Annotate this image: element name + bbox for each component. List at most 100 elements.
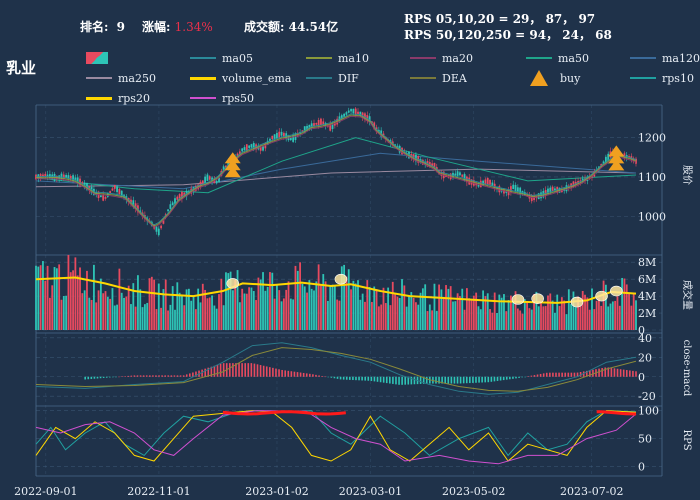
- volume-bar: [148, 278, 151, 330]
- volume-bar: [185, 289, 188, 330]
- volume-bar: [93, 264, 95, 330]
- macd-histogram-bar: [108, 376, 111, 378]
- macd-histogram-bar: [164, 375, 166, 377]
- macd-histogram-bar: [87, 376, 90, 380]
- volume-bar: [53, 267, 56, 330]
- legend-item-ma10[interactable]: ma10: [306, 51, 369, 65]
- candle-body: [347, 110, 350, 113]
- candle-body: [160, 225, 162, 229]
- rps-panel: [35, 410, 637, 465]
- candle-body: [419, 159, 422, 163]
- legend-item-ma250[interactable]: ma250: [86, 71, 156, 85]
- volume-bar: [625, 284, 628, 330]
- volume-bar: [282, 298, 285, 330]
- volume-bar: [572, 291, 575, 330]
- candle-body: [44, 173, 47, 177]
- candle-body: [248, 145, 251, 148]
- volume-bar: [109, 298, 112, 330]
- volume-bar: [364, 301, 366, 330]
- candle-body: [181, 191, 183, 199]
- candle-body: [118, 188, 121, 195]
- volume-bar: [621, 277, 624, 330]
- volume-bar: [607, 306, 610, 330]
- legend-item-candle[interactable]: [86, 51, 114, 65]
- macd-histogram-bar: [102, 376, 105, 378]
- volume-bar: [322, 274, 325, 330]
- price-tick-label: 1000: [638, 210, 666, 223]
- volume-bar: [255, 300, 257, 330]
- candle-body: [331, 123, 334, 130]
- legend-label: rps50: [222, 91, 254, 105]
- legend-item-rps20[interactable]: rps20: [86, 91, 150, 105]
- legend-label: ma05: [222, 51, 253, 65]
- macd-histogram-bar: [398, 376, 400, 385]
- volume-bar: [120, 292, 123, 330]
- legend-item-rps10[interactable]: rps10: [630, 71, 694, 85]
- macd-histogram-bar: [496, 376, 499, 381]
- legend-label: ma20: [442, 51, 473, 65]
- volume-bar: [303, 286, 306, 330]
- volume-tick-label: 4M: [638, 290, 656, 303]
- legend-item-ma120[interactable]: ma120: [630, 51, 700, 65]
- volume-bar: [421, 288, 424, 330]
- candle-body: [271, 135, 274, 140]
- legend-item-volume_ema[interactable]: volume_ema: [190, 71, 291, 85]
- legend-item-ma50[interactable]: ma50: [526, 51, 589, 65]
- legend-item-ma20[interactable]: ma20: [410, 51, 473, 65]
- volume-bar: [326, 300, 329, 330]
- rps-axis-label: RPS: [681, 429, 692, 450]
- candle-body: [206, 174, 209, 181]
- macd-histogram-bar: [395, 376, 397, 385]
- candle-swatch-icon: [86, 52, 108, 64]
- volume-bar: [211, 295, 213, 330]
- legend-label: rps10: [662, 71, 694, 85]
- volume-bar: [574, 307, 577, 330]
- volume-bar: [366, 280, 369, 330]
- legend-item-ma05[interactable]: ma05: [190, 51, 253, 65]
- volume-bar: [359, 299, 362, 330]
- candle-body: [329, 123, 332, 131]
- dea-line: [35, 347, 637, 392]
- candle-body: [276, 132, 278, 139]
- candle-body: [167, 209, 169, 212]
- volume-bar: [292, 299, 295, 330]
- volume-bar: [194, 309, 197, 330]
- macd-histogram-bar: [330, 376, 333, 378]
- macd-histogram-bar: [373, 376, 376, 382]
- buy-signal-marker: [224, 159, 241, 171]
- legend-item-DIF[interactable]: DIF: [306, 71, 359, 85]
- macd-histogram-bar: [401, 376, 403, 385]
- buy-signal-marker: [224, 166, 241, 178]
- macd-histogram-bar: [204, 368, 206, 377]
- volume-bar: [310, 288, 313, 330]
- legend-item-buy[interactable]: buy: [526, 70, 580, 86]
- macd-histogram-bar: [299, 372, 302, 377]
- volume-bar: [86, 270, 88, 330]
- volume-bar: [565, 314, 568, 330]
- legend-item-rps50[interactable]: rps50: [190, 91, 254, 105]
- volume-tick-label: 2M: [638, 307, 656, 320]
- candle-body: [547, 188, 549, 195]
- rps10-line: [35, 410, 637, 457]
- legend-item-DEA[interactable]: DEA: [410, 71, 467, 85]
- macd-histogram-bar: [570, 372, 573, 377]
- candle-body: [83, 182, 86, 187]
- candle-body: [368, 116, 371, 123]
- macd-histogram-bar: [499, 376, 502, 381]
- candle-body: [236, 153, 239, 158]
- volume-bar: [167, 310, 169, 330]
- candle-body: [99, 195, 102, 198]
- volume-bar: [635, 300, 637, 330]
- volume-bar: [294, 265, 297, 330]
- volume-bar: [320, 284, 322, 330]
- volume-bar: [192, 296, 195, 330]
- candle-body: [489, 179, 491, 185]
- volume-bar: [51, 285, 54, 330]
- volume-bar: [584, 294, 586, 330]
- candle-body: [241, 148, 244, 152]
- macd-histogram-bar: [512, 376, 514, 379]
- candle-body: [533, 196, 535, 201]
- volume-bar: [62, 296, 65, 330]
- macd-histogram-bar: [358, 376, 360, 381]
- macd-histogram-bar: [564, 372, 567, 377]
